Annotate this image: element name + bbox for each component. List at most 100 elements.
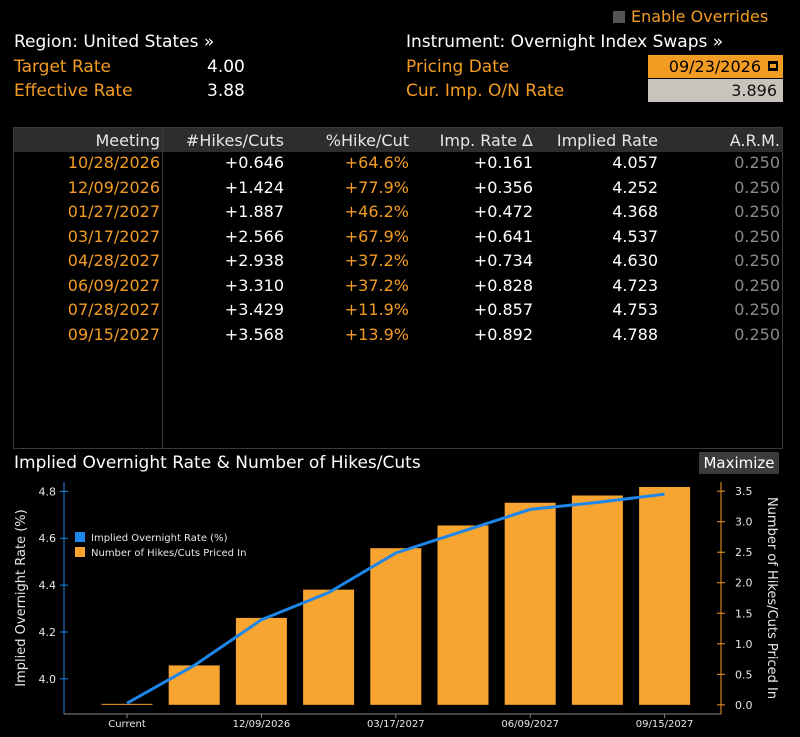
calendar-icon[interactable] bbox=[766, 59, 780, 73]
hikes-bar bbox=[303, 589, 355, 705]
hikes-bar bbox=[168, 665, 220, 705]
right-tick-label: 2.0 bbox=[735, 577, 753, 590]
cell-hikes-cuts: +3.429 bbox=[224, 300, 284, 319]
pricing-date-field[interactable]: 09/23/2026 bbox=[648, 55, 783, 78]
effective-rate-value: 3.88 bbox=[207, 81, 245, 101]
cell-meeting: 06/09/2027 bbox=[67, 275, 160, 295]
enable-overrides-label: Enable Overrides bbox=[631, 7, 769, 26]
x-tick-label: 06/09/2027 bbox=[501, 719, 559, 730]
checkbox-icon[interactable] bbox=[613, 10, 625, 23]
col-header-implied-rate[interactable]: Implied Rate bbox=[556, 131, 658, 150]
cell-implied-rate: 4.630 bbox=[612, 251, 658, 270]
region-selector[interactable]: Region: United States » bbox=[14, 32, 215, 52]
hikes-bar bbox=[437, 525, 489, 705]
cell-meeting: 12/09/2026 bbox=[67, 177, 160, 197]
pricing-date-label: Pricing Date bbox=[406, 57, 510, 77]
cell-hikes-cuts: +2.566 bbox=[224, 226, 284, 246]
cell-pct-hike-cut: +13.9% bbox=[344, 324, 409, 344]
legend-label-rate: Implied Overnight Rate (%) bbox=[91, 533, 228, 544]
left-tick-label: 4.8 bbox=[39, 485, 57, 498]
right-tick-label: 0.0 bbox=[735, 699, 753, 712]
right-tick-label: 0.5 bbox=[735, 668, 753, 681]
pricing-date-value[interactable]: 09/23/2026 bbox=[668, 57, 761, 76]
cell-hikes-cuts: +0.646 bbox=[224, 153, 284, 172]
cell-hikes-cuts: +3.310 bbox=[224, 275, 284, 295]
cell-hikes-cuts: +1.424 bbox=[224, 177, 284, 197]
cell-implied-rate: 4.057 bbox=[612, 153, 658, 172]
right-tick-label: 2.5 bbox=[735, 546, 753, 559]
cell-pct-hike-cut: +46.2% bbox=[344, 202, 409, 221]
cell-arm: 0.250 bbox=[734, 275, 780, 295]
cell-meeting: 04/28/2027 bbox=[67, 251, 160, 270]
cell-implied-rate: 4.753 bbox=[612, 300, 658, 319]
cell-arm: 0.250 bbox=[734, 226, 780, 246]
cell-pct-hike-cut: +11.9% bbox=[344, 300, 409, 319]
cell-hikes-cuts: +2.938 bbox=[224, 251, 284, 270]
right-tick-label: 3.5 bbox=[735, 485, 753, 498]
chart-title: Implied Overnight Rate & Number of Hikes… bbox=[14, 453, 421, 473]
left-tick-label: 4.2 bbox=[39, 626, 57, 639]
col-header-arm[interactable]: A.R.M. bbox=[729, 131, 780, 150]
target-rate-value: 4.00 bbox=[207, 57, 245, 77]
col-header-imp-rate-delta[interactable]: Imp. Rate Δ bbox=[439, 131, 533, 150]
cell-arm: 0.250 bbox=[734, 177, 780, 197]
meetings-table: Meeting #Hikes/Cuts %Hike/Cut Imp. Rate … bbox=[13, 127, 783, 449]
left-tick-label: 4.6 bbox=[39, 532, 57, 545]
cell-pct-hike-cut: +77.9% bbox=[344, 177, 409, 197]
target-rate-label: Target Rate bbox=[14, 57, 111, 77]
hikes-bar bbox=[370, 548, 422, 705]
cell-meeting: 09/15/2027 bbox=[67, 324, 160, 344]
x-tick-label: 12/09/2026 bbox=[233, 719, 291, 730]
left-tick-label: 4.4 bbox=[39, 579, 57, 592]
hikes-bar bbox=[101, 703, 153, 705]
col-header-pct-hike-cut[interactable]: %Hike/Cut bbox=[325, 131, 409, 150]
col-header-meeting[interactable]: Meeting bbox=[95, 131, 160, 150]
implied-rate-line bbox=[126, 492, 665, 705]
cell-imp-rate-delta: +0.892 bbox=[473, 324, 533, 344]
cell-implied-rate: 4.368 bbox=[612, 202, 658, 221]
hikes-bar bbox=[504, 502, 556, 705]
cell-imp-rate-delta: +0.161 bbox=[473, 153, 533, 172]
cell-pct-hike-cut: +37.2% bbox=[344, 251, 409, 270]
cell-hikes-cuts: +3.568 bbox=[224, 324, 284, 344]
cell-arm: 0.250 bbox=[734, 153, 780, 172]
cell-implied-rate: 4.252 bbox=[612, 177, 658, 197]
cell-pct-hike-cut: +64.6% bbox=[344, 153, 409, 172]
cur-imp-rate-field[interactable]: 3.896 bbox=[648, 79, 783, 102]
left-axis-title: Implied Overnight Rate (%) bbox=[14, 509, 29, 686]
enable-overrides-toggle[interactable]: Enable Overrides bbox=[613, 7, 768, 26]
rate-hikes-chart: 4.0 4.2 4.4 4.6 4.8 0.0 0.5 1.0 1.5 2.0 2.5 3.0 3.5 I… bbox=[14, 482, 779, 730]
cell-arm: 0.250 bbox=[734, 251, 780, 270]
instrument-selector[interactable]: Instrument: Overnight Index Swaps » bbox=[406, 32, 724, 52]
cell-imp-rate-delta: +0.356 bbox=[473, 177, 533, 197]
cell-pct-hike-cut: +67.9% bbox=[344, 226, 409, 246]
col-header-hikes-cuts[interactable]: #Hikes/Cuts bbox=[185, 131, 284, 150]
cell-arm: 0.250 bbox=[734, 300, 780, 319]
cell-implied-rate: 4.788 bbox=[612, 324, 658, 344]
cell-meeting: 10/28/2026 bbox=[67, 153, 160, 172]
x-tick-label: Current bbox=[108, 719, 146, 730]
cell-imp-rate-delta: +0.828 bbox=[473, 275, 533, 295]
table-header: Meeting #Hikes/Cuts %Hike/Cut Imp. Rate … bbox=[14, 128, 782, 152]
cell-imp-rate-delta: +0.641 bbox=[473, 226, 533, 246]
hikes-bar bbox=[639, 487, 691, 705]
cur-imp-rate-value[interactable]: 3.896 bbox=[731, 81, 777, 100]
cell-meeting: 03/17/2027 bbox=[67, 226, 160, 246]
chart-area: 4.0 4.2 4.4 4.6 4.8 0.0 0.5 1.0 1.5 2.0 2.5 3.0 3.5 I… bbox=[13, 476, 783, 733]
right-axis-title: Number of Hikes/Cuts Priced In bbox=[764, 497, 779, 699]
cell-imp-rate-delta: +0.472 bbox=[473, 202, 533, 221]
cell-hikes-cuts: +1.887 bbox=[224, 202, 284, 221]
x-tick-label: 09/15/2027 bbox=[636, 719, 694, 730]
cell-arm: 0.250 bbox=[734, 324, 780, 344]
cell-arm: 0.250 bbox=[734, 202, 780, 221]
right-tick-label: 1.0 bbox=[735, 638, 753, 651]
cell-meeting: 07/28/2027 bbox=[67, 300, 160, 319]
legend-label-hikes: Number of Hikes/Cuts Priced In bbox=[91, 548, 246, 559]
cell-pct-hike-cut: +37.2% bbox=[344, 275, 409, 295]
effective-rate-label: Effective Rate bbox=[14, 81, 133, 101]
cell-meeting: 01/27/2027 bbox=[67, 202, 160, 221]
cur-imp-rate-label: Cur. Imp. O/N Rate bbox=[406, 81, 565, 101]
legend-box bbox=[70, 528, 264, 562]
right-tick-label: 1.5 bbox=[735, 607, 753, 620]
maximize-button[interactable]: Maximize bbox=[699, 452, 779, 474]
